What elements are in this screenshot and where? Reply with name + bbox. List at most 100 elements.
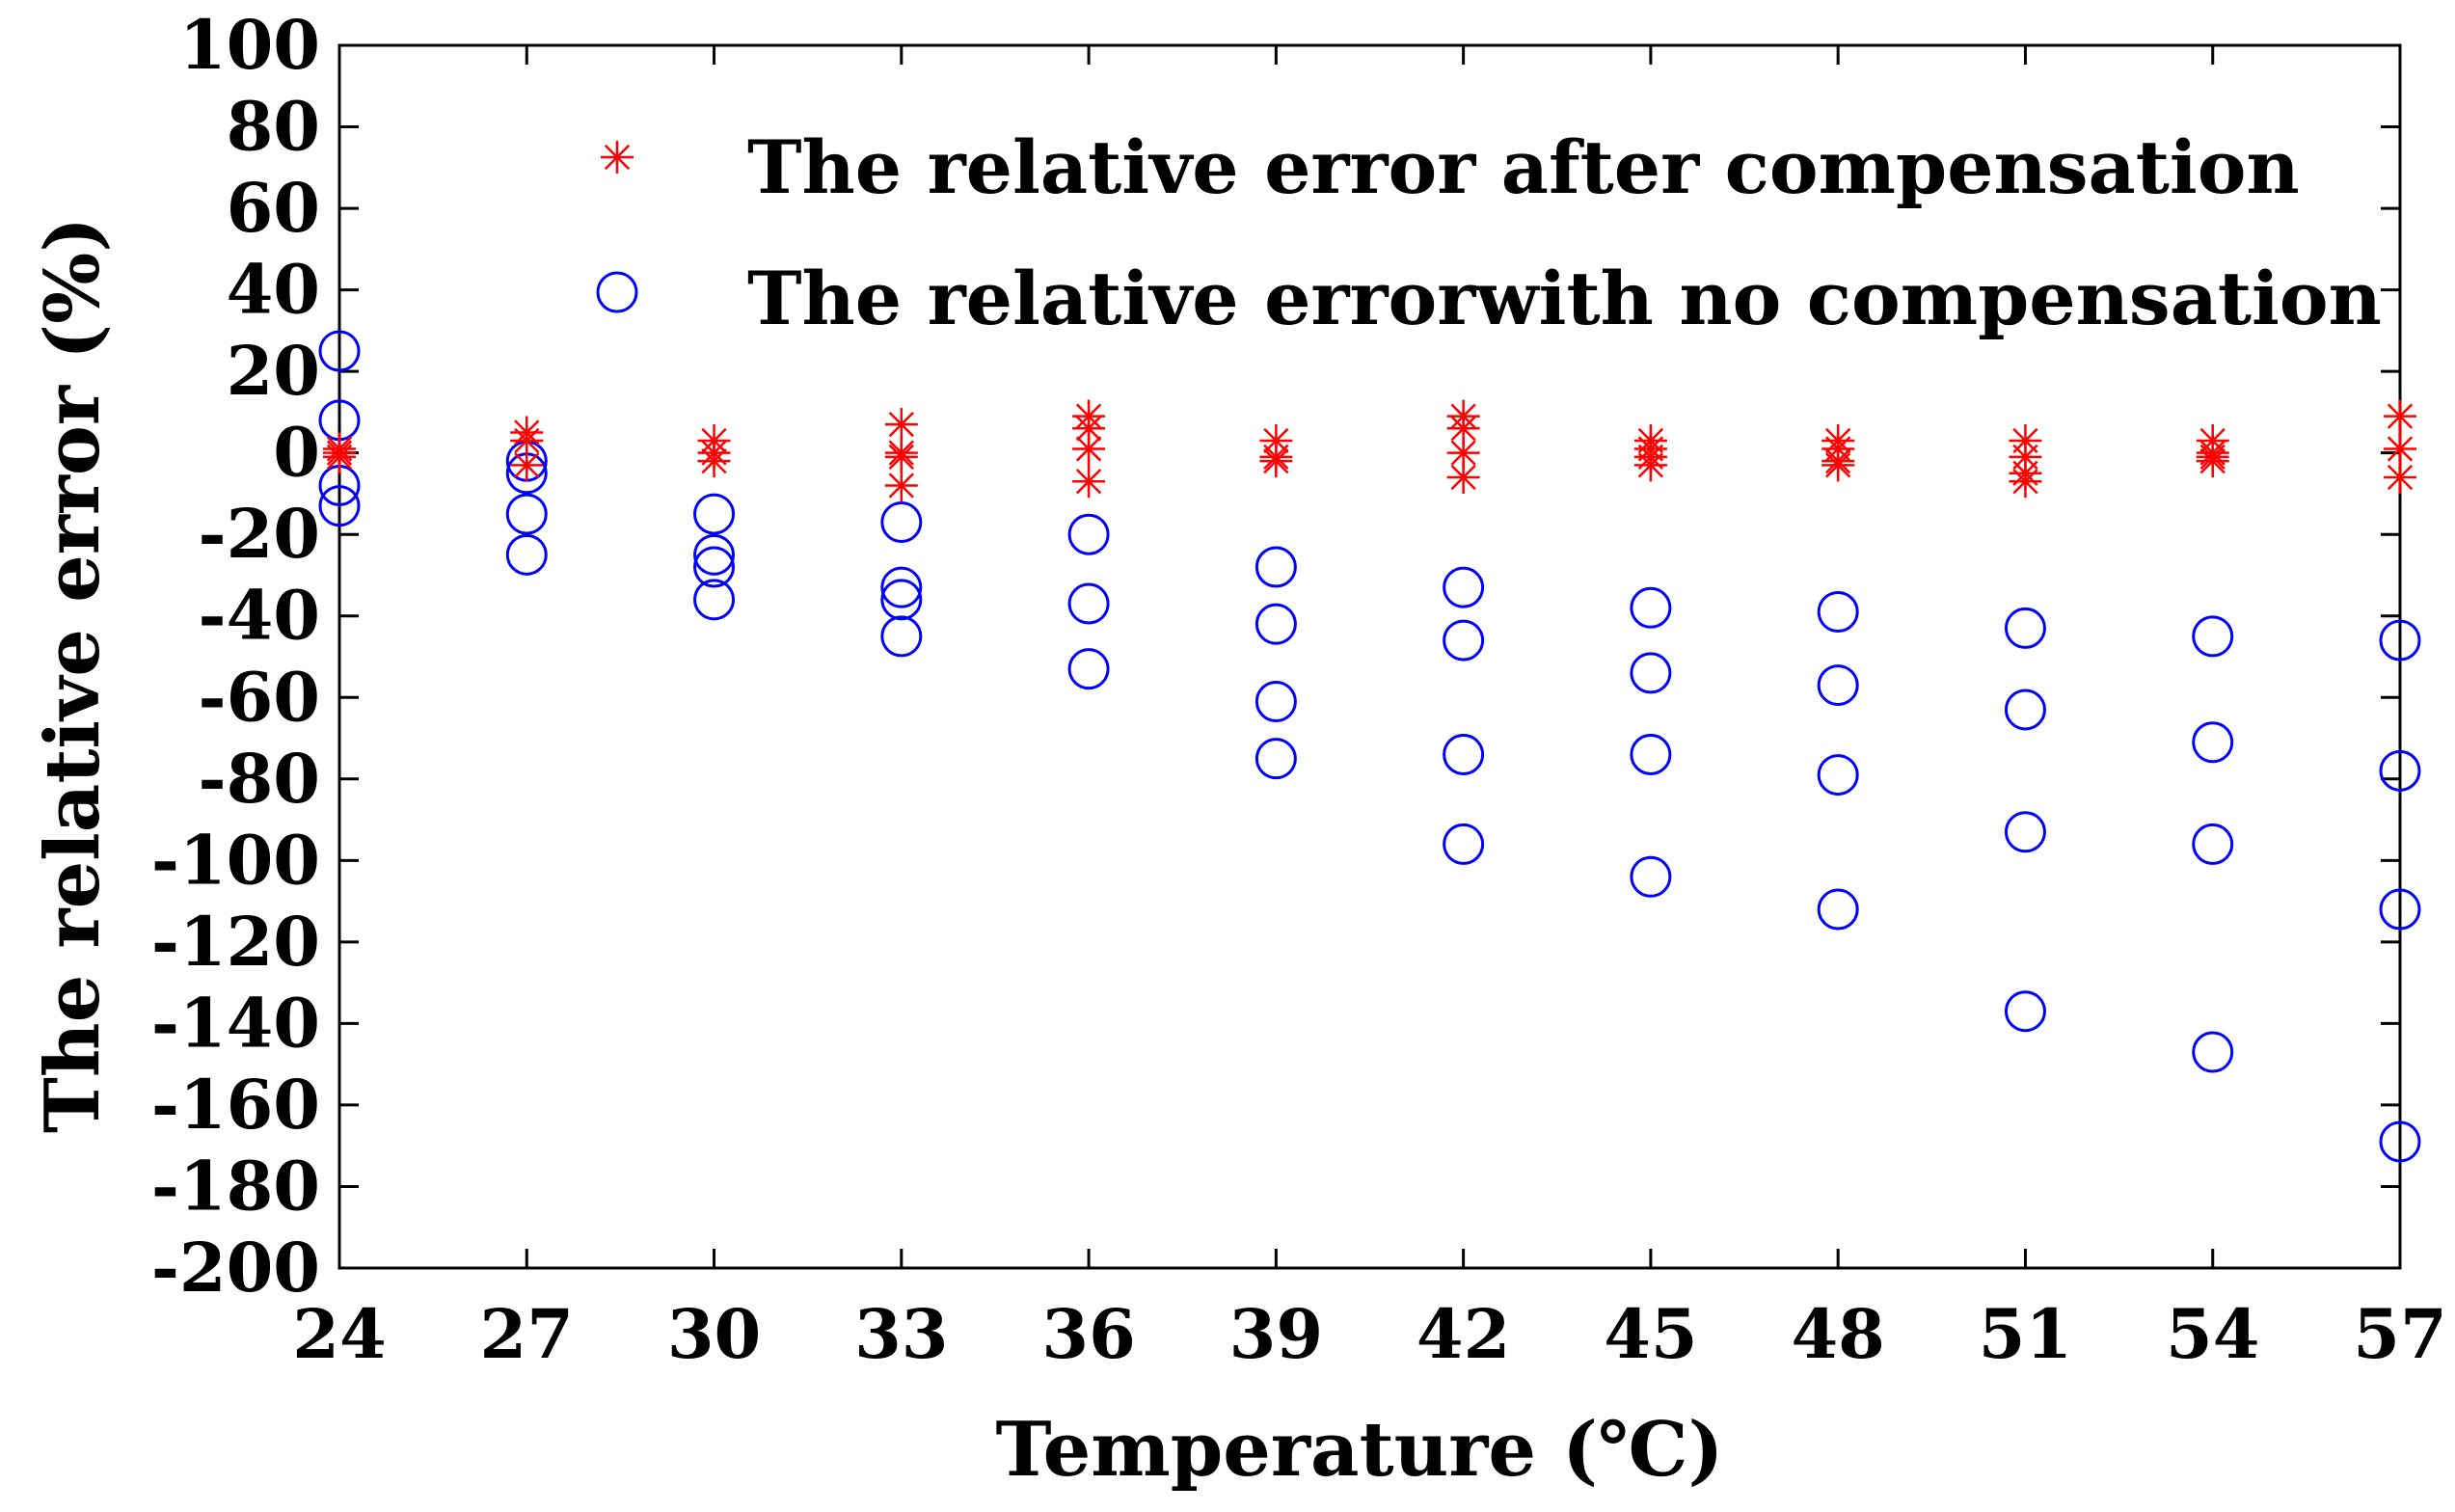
- data-point-after-compensation: [1633, 448, 1667, 482]
- data-point-no-compensation: [2192, 721, 2234, 764]
- x-axis: 24 27 30 33 36 39 42 45 48 51 54 57: [292, 45, 2447, 1374]
- y-tick-label: 0: [273, 413, 320, 493]
- data-point-no-compensation: [1067, 648, 1110, 690]
- x-tick-label: 48: [1791, 1294, 1884, 1374]
- data-point-no-compensation: [2004, 811, 2046, 853]
- y-tick-label: 100: [179, 5, 320, 85]
- data-point-no-compensation: [1443, 619, 1485, 662]
- data-point-no-compensation: [1817, 754, 1859, 796]
- data-point-no-compensation: [2379, 749, 2421, 792]
- legend-marker-asterisk: [601, 141, 634, 174]
- x-tick-label: 36: [1041, 1294, 1135, 1374]
- data-point-after-compensation: [2009, 465, 2042, 499]
- data-point-no-compensation: [693, 533, 736, 576]
- data-point-after-compensation: [510, 448, 544, 482]
- x-tick-label: 33: [854, 1294, 948, 1374]
- data-point-no-compensation: [1067, 513, 1110, 555]
- legend-marker-circle: [596, 271, 638, 313]
- data-point-after-compensation: [2384, 399, 2416, 433]
- data-point-after-compensation: [1821, 448, 1855, 482]
- y-tick-label: 80: [227, 87, 320, 167]
- data-point-no-compensation: [2004, 990, 2046, 1033]
- x-tick-label: 54: [2166, 1294, 2259, 1374]
- y-tick-label: 20: [227, 331, 320, 411]
- data-point-after-compensation: [884, 469, 918, 502]
- x-tick-label: 51: [1979, 1294, 2072, 1374]
- x-tick-label: 27: [480, 1294, 574, 1374]
- y-tick-label: 40: [227, 250, 320, 330]
- data-point-no-compensation: [1443, 823, 1485, 865]
- data-point-no-compensation: [880, 615, 923, 658]
- legend-label-after-compensation: The relative error after compensation: [747, 124, 2300, 210]
- y-tick-label: -80: [199, 739, 320, 819]
- data-point-no-compensation: [2192, 1031, 2234, 1073]
- y-tick-label: -160: [151, 1065, 320, 1145]
- data-point-no-compensation: [2192, 615, 2234, 658]
- y-tick-label: -20: [199, 494, 320, 574]
- data-point-no-compensation: [2379, 888, 2421, 931]
- data-point-after-compensation: [697, 445, 731, 478]
- data-point-no-compensation: [505, 493, 548, 535]
- x-axis-title: Temperature (℃): [996, 1406, 1724, 1494]
- x-tick-label: 42: [1416, 1294, 1510, 1374]
- y-tick-label: -140: [151, 983, 320, 1063]
- data-point-no-compensation: [2379, 619, 2421, 662]
- plot-area: [337, 43, 2402, 1270]
- data-point-after-compensation: [1072, 465, 1106, 499]
- x-tick-label: 24: [292, 1294, 386, 1374]
- data-point-after-compensation: [1446, 461, 1480, 495]
- y-tick-label: -100: [151, 820, 320, 900]
- data-point-after-compensation: [884, 408, 918, 442]
- data-point-after-compensation: [2196, 445, 2229, 478]
- data-point-no-compensation: [880, 501, 923, 544]
- data-point-no-compensation: [1630, 855, 1672, 898]
- data-point-no-compensation: [1817, 664, 1859, 707]
- x-tick-label: 30: [667, 1294, 761, 1374]
- data-point-no-compensation: [693, 579, 736, 621]
- data-point-no-compensation: [1254, 546, 1297, 588]
- y-axis: 100806040200-20-40-60-80-100-120-140-160…: [151, 5, 2400, 1308]
- legend-label-no-compensation: The relative errorwith no compensation: [747, 256, 2382, 341]
- data-point-no-compensation: [1254, 738, 1297, 780]
- y-tick-label: -60: [199, 657, 320, 737]
- y-tick-label: -120: [151, 902, 320, 982]
- y-tick-label: -200: [151, 1228, 320, 1308]
- data-point-no-compensation: [1817, 888, 1859, 931]
- data-point-after-compensation: [884, 440, 918, 473]
- legend-asterisk-icon: [601, 141, 634, 174]
- data-point-no-compensation: [1254, 603, 1297, 645]
- data-point-no-compensation: [2004, 607, 2046, 649]
- data-point-no-compensation: [318, 330, 361, 372]
- data-point-no-compensation: [1630, 586, 1672, 629]
- data-point-no-compensation: [1254, 680, 1297, 722]
- data-point-no-compensation: [880, 579, 923, 621]
- x-tick-label: 57: [2353, 1294, 2446, 1374]
- x-tick-label: 45: [1604, 1294, 1697, 1374]
- data-point-after-compensation: [1259, 445, 1293, 478]
- y-tick-label: 60: [227, 168, 320, 248]
- data-point-no-compensation: [1443, 566, 1485, 608]
- data-point-no-compensation: [693, 546, 736, 588]
- data-point-no-compensation: [2004, 688, 2046, 731]
- data-point-no-compensation: [1067, 582, 1110, 625]
- y-tick-label: -40: [199, 576, 320, 656]
- data-point-after-compensation: [1072, 432, 1106, 466]
- data-point-no-compensation: [1443, 733, 1485, 775]
- data-point-after-compensation: [2384, 461, 2416, 495]
- data-point-no-compensation: [2379, 1120, 2421, 1163]
- data-point-after-compensation: [323, 440, 356, 473]
- data-markers: [318, 330, 2421, 1163]
- data-point-no-compensation: [318, 485, 361, 527]
- data-point-no-compensation: [1630, 733, 1672, 775]
- data-point-no-compensation: [1817, 591, 1859, 634]
- legend-circle-icon: [596, 271, 638, 313]
- legend: The relative error after compensation Th…: [596, 124, 2382, 341]
- data-point-no-compensation: [693, 493, 736, 535]
- data-point-no-compensation: [880, 566, 923, 608]
- y-tick-label: -180: [151, 1146, 320, 1226]
- data-point-no-compensation: [2192, 823, 2234, 865]
- y-axis-title: The relative error (%): [29, 217, 117, 1133]
- x-tick-label: 39: [1229, 1294, 1323, 1374]
- data-point-after-compensation: [2384, 432, 2416, 466]
